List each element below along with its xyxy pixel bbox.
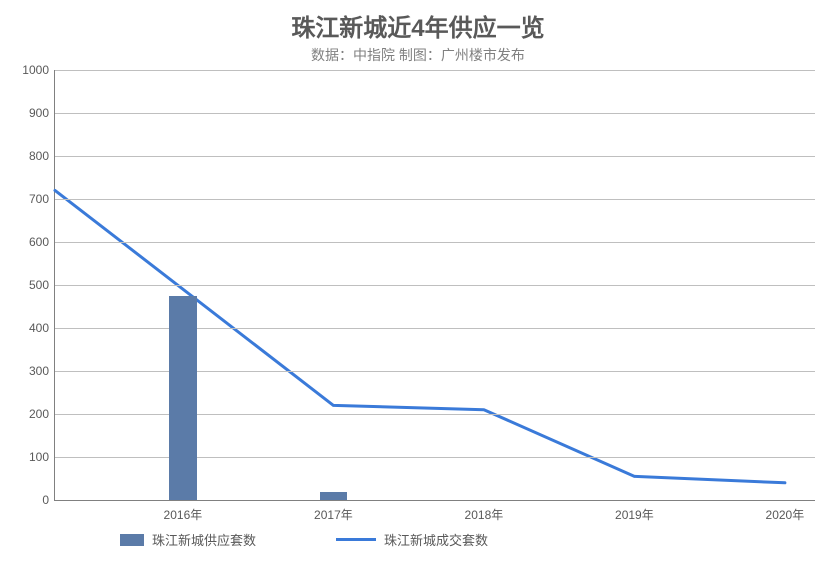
y-axis-label: 900 bbox=[29, 106, 55, 120]
x-axis-label: 2016年 bbox=[164, 500, 203, 523]
y-axis-label: 100 bbox=[29, 450, 55, 464]
y-axis-label: 400 bbox=[29, 321, 55, 335]
gridline bbox=[55, 242, 815, 243]
chart-title: 珠江新城近4年供应一览 bbox=[0, 0, 836, 43]
bar bbox=[169, 296, 196, 500]
y-axis-label: 500 bbox=[29, 278, 55, 292]
gridline bbox=[55, 156, 815, 157]
y-axis-label: 200 bbox=[29, 407, 55, 421]
x-axis-label: 2018年 bbox=[465, 500, 504, 523]
gridline bbox=[55, 285, 815, 286]
bar bbox=[320, 492, 347, 500]
x-axis-label: 2017年 bbox=[314, 500, 353, 523]
gridline bbox=[55, 70, 815, 71]
legend-label-line: 珠江新城成交套数 bbox=[384, 530, 488, 549]
y-axis-label: 0 bbox=[42, 493, 55, 507]
legend-item-line: 珠江新城成交套数 bbox=[336, 530, 488, 549]
legend-label-bar: 珠江新城供应套数 bbox=[152, 530, 256, 549]
legend-swatch-bar bbox=[120, 534, 144, 546]
gridline bbox=[55, 113, 815, 114]
line-series bbox=[55, 190, 785, 482]
y-axis-label: 800 bbox=[29, 149, 55, 163]
chart-subtitle: 数据：中指院 制图：广州楼市发布 bbox=[0, 43, 836, 65]
y-axis-label: 1000 bbox=[22, 63, 55, 77]
plot-area: 010020030040050060070080090010002016年201… bbox=[54, 70, 815, 501]
y-axis-label: 300 bbox=[29, 364, 55, 378]
x-axis-label: 2020年 bbox=[766, 500, 805, 523]
legend: 珠江新城供应套数 珠江新城成交套数 bbox=[120, 530, 488, 549]
legend-item-bar: 珠江新城供应套数 bbox=[120, 530, 256, 549]
gridline bbox=[55, 199, 815, 200]
y-axis-label: 700 bbox=[29, 192, 55, 206]
legend-swatch-line bbox=[336, 538, 376, 541]
x-axis-label: 2019年 bbox=[615, 500, 654, 523]
chart-container: 珠江新城近4年供应一览 数据：中指院 制图：广州楼市发布 01002003004… bbox=[0, 0, 836, 569]
y-axis-label: 600 bbox=[29, 235, 55, 249]
